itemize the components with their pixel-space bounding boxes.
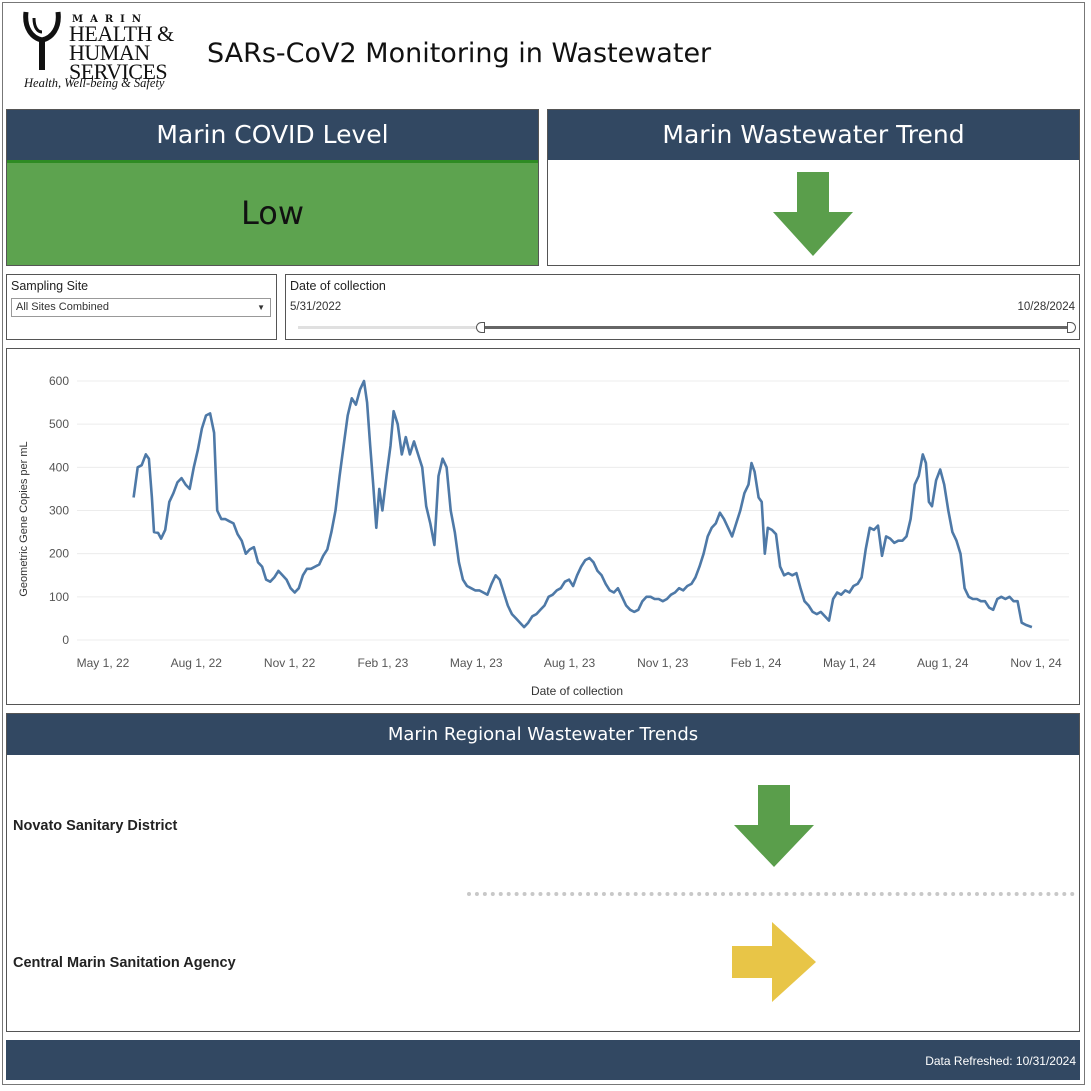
x-tick-label: May 1, 24 <box>823 656 876 670</box>
logo-line-2: HUMAN <box>69 40 150 65</box>
date-of-collection-filter: Date of collection 5/31/2022 10/28/2024 <box>285 274 1080 340</box>
covid-level-title: Marin COVID Level <box>7 110 538 160</box>
x-tick-label: Nov 1, 23 <box>637 656 689 670</box>
x-tick-label: May 1, 22 <box>77 656 130 670</box>
date-range-end: 10/28/2024 <box>1017 301 1075 313</box>
wastewater-trend-panel: Marin Wastewater Trend <box>547 109 1080 266</box>
x-tick-label: Feb 1, 24 <box>731 656 782 670</box>
regional-trends-panel: Marin Regional Wastewater Trends Novato … <box>6 713 1080 1032</box>
y-tick-label: 100 <box>49 590 69 604</box>
logo-line-1: HEALTH & <box>69 21 174 46</box>
y-tick-label: 500 <box>49 417 69 431</box>
y-tick-label: 400 <box>49 460 69 474</box>
series-line[interactable] <box>132 379 1033 629</box>
x-tick-label: May 1, 23 <box>450 656 503 670</box>
logo-tagline: Health, Well-being & Safety <box>24 76 165 90</box>
x-tick-label: Aug 1, 24 <box>917 656 969 670</box>
y-axis-ticks: 0 100 200 300 400 500 600 <box>49 374 69 647</box>
date-slider-end-handle[interactable] <box>1067 322 1076 333</box>
logo-mark-icon <box>23 11 61 70</box>
x-axis-label: Date of collection <box>531 684 623 698</box>
wastewater-line-chart: 0 100 200 300 400 500 600 May 1, 22 Aug 1, 22 No… <box>6 348 1080 705</box>
site-name-novato: Novato Sanitary District <box>13 818 178 834</box>
data-refreshed-text: Data Refreshed: 10/31/2024 <box>925 1054 1076 1068</box>
date-filter-label: Date of collection <box>290 279 386 293</box>
sampling-site-label: Sampling Site <box>11 279 89 293</box>
covid-level-status: Low <box>7 160 538 265</box>
footer-bar: Data Refreshed: 10/31/2024 <box>6 1040 1080 1080</box>
y-tick-label: 0 <box>62 633 69 647</box>
x-tick-label: Aug 1, 23 <box>544 656 596 670</box>
arrow-right-icon <box>732 922 816 1002</box>
covid-level-panel: Marin COVID Level Low <box>6 109 539 266</box>
logo-marin-text: MARIN <box>72 14 148 25</box>
x-tick-label: Aug 1, 22 <box>171 656 223 670</box>
site-name-central-marin: Central Marin Sanitation Agency <box>13 955 236 971</box>
y-tick-label: 600 <box>49 374 69 388</box>
wastewater-trend-title: Marin Wastewater Trend <box>548 110 1079 160</box>
arrow-down-icon <box>773 172 853 256</box>
marin-hhs-logo: MARIN HEALTH & HUMAN SERVICES Health, We… <box>22 10 178 92</box>
chart-svg: 0 100 200 300 400 500 600 May 1, 22 Aug 1, 22 No… <box>18 374 1069 698</box>
date-slider-start-handle[interactable] <box>476 322 485 333</box>
date-slider-selected-range <box>480 326 1072 329</box>
sampling-site-select[interactable]: All Sites Combined ▼ <box>11 298 271 317</box>
x-axis-ticks: May 1, 22 Aug 1, 22 Nov 1, 22 Feb 1, 23 May … <box>77 656 1062 670</box>
y-tick-label: 300 <box>49 504 69 518</box>
chart-gridlines <box>77 380 1069 641</box>
logo-line-3: SERVICES <box>69 59 168 84</box>
x-tick-label: Nov 1, 22 <box>264 656 316 670</box>
site-divider <box>467 892 1075 896</box>
x-tick-label: Nov 1, 24 <box>1010 656 1062 670</box>
page-title: SARs-CoV2 Monitoring in Wastewater <box>207 38 712 69</box>
y-tick-label: 200 <box>49 547 69 561</box>
sampling-site-value: All Sites Combined <box>16 301 109 313</box>
date-range-start: 5/31/2022 <box>290 301 342 313</box>
arrow-down-icon <box>734 785 814 867</box>
x-tick-label: Feb 1, 23 <box>358 656 409 670</box>
chevron-down-icon: ▼ <box>257 303 265 312</box>
regional-trends-title: Marin Regional Wastewater Trends <box>7 714 1079 755</box>
sampling-site-filter: Sampling Site All Sites Combined ▼ <box>6 274 277 340</box>
y-axis-label: Geometric Gene Copies per mL <box>18 441 30 596</box>
